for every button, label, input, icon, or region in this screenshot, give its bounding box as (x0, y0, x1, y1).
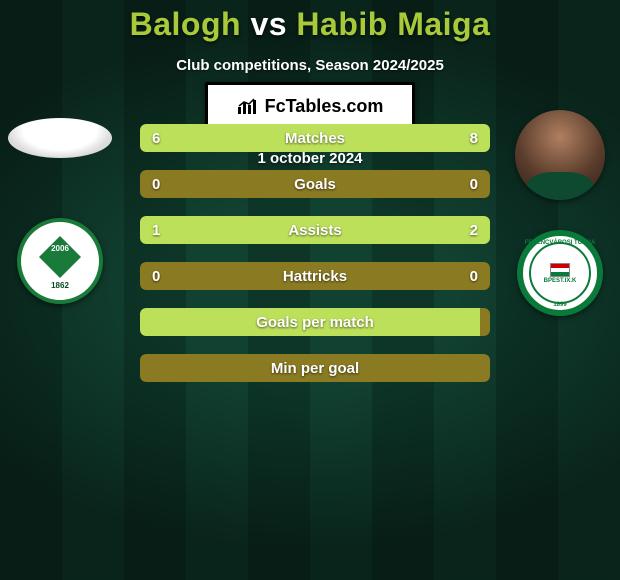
brand-box[interactable]: FcTables.com (205, 82, 415, 130)
page-title: Balogh vs Habib Maiga (0, 6, 620, 43)
bar-value-left: 0 (140, 262, 172, 290)
bar-fill-right (245, 216, 490, 244)
badge-left-year-top: 2006 (51, 244, 69, 253)
comparison-bars: Matches68Goals00Assists12Hattricks00Goal… (140, 124, 490, 400)
bar-row-goals: Goals00 (140, 170, 490, 198)
player1-avatar (8, 118, 112, 158)
bar-row-assists: Assists12 (140, 216, 490, 244)
bar-value-left: 1 (140, 216, 172, 244)
badge-right-flag-icon (550, 263, 570, 277)
content: Balogh vs Habib Maiga Club competitions,… (0, 0, 620, 580)
bar-fill-left (140, 308, 480, 336)
player1-club-badge: 2006 1862 (17, 218, 103, 304)
title-vs: vs (250, 6, 287, 42)
bar-value-right: 0 (458, 170, 490, 198)
bar-value-right: 2 (458, 216, 490, 244)
bar-row-gpm: Goals per match (140, 308, 490, 336)
bar-value-left: 6 (140, 124, 172, 152)
badge-left-year-bottom: 1862 (51, 281, 69, 290)
badge-right-inner: BPEST.IX.K (529, 242, 591, 304)
right-column: FERENCVÁROSI TORNA BPEST.IX.K 1899 (500, 110, 620, 316)
bar-row-hattricks: Hattricks00 (140, 262, 490, 290)
chart-icon (237, 97, 259, 115)
player2-club-badge: FERENCVÁROSI TORNA BPEST.IX.K 1899 (517, 230, 603, 316)
bar-row-mpg: Min per goal (140, 354, 490, 382)
bar-track (140, 262, 490, 290)
player2-avatar (515, 110, 605, 200)
badge-right-year: 1899 (553, 302, 566, 308)
bar-value-left: 0 (140, 170, 172, 198)
left-column: 2006 1862 (0, 110, 120, 304)
title-player2: Habib Maiga (296, 6, 490, 42)
bar-track (140, 354, 490, 382)
bar-value-right: 0 (458, 262, 490, 290)
brand-text: FcTables.com (265, 96, 384, 117)
badge-right-center: BPEST.IX.K (544, 278, 577, 284)
title-player1: Balogh (130, 6, 241, 42)
bar-value-right: 8 (458, 124, 490, 152)
subtitle: Club competitions, Season 2024/2025 (0, 57, 620, 74)
bar-track (140, 170, 490, 198)
bar-row-matches: Matches68 (140, 124, 490, 152)
